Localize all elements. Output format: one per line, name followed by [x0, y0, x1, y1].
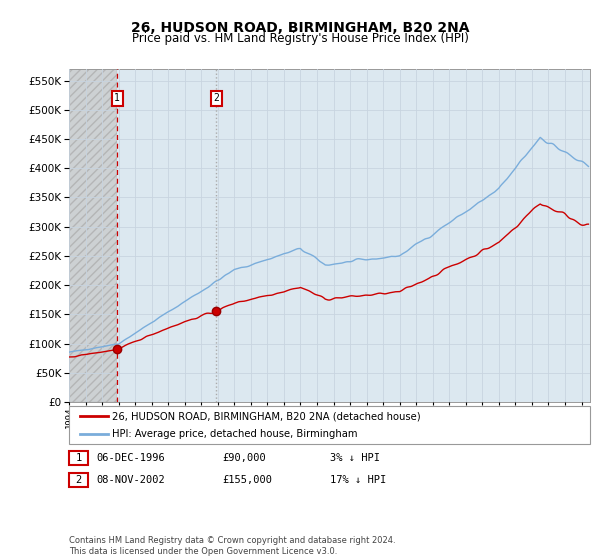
Text: 17% ↓ HPI: 17% ↓ HPI: [330, 475, 386, 485]
Text: 3% ↓ HPI: 3% ↓ HPI: [330, 453, 380, 463]
Bar: [117, 69, 217, 402]
Text: £155,000: £155,000: [222, 475, 272, 485]
Text: 26, HUDSON ROAD, BIRMINGHAM, B20 2NA (detached house): 26, HUDSON ROAD, BIRMINGHAM, B20 2NA (de…: [112, 411, 421, 421]
Text: 08-NOV-2002: 08-NOV-2002: [96, 475, 165, 485]
Text: 06-DEC-1996: 06-DEC-1996: [96, 453, 165, 463]
Text: Contains HM Land Registry data © Crown copyright and database right 2024.
This d: Contains HM Land Registry data © Crown c…: [69, 536, 395, 556]
Text: 1: 1: [115, 93, 120, 103]
Text: 2: 2: [214, 93, 220, 103]
Text: Price paid vs. HM Land Registry's House Price Index (HPI): Price paid vs. HM Land Registry's House …: [131, 32, 469, 45]
Text: £90,000: £90,000: [222, 453, 266, 463]
Text: 2: 2: [76, 475, 82, 485]
Text: 1: 1: [76, 453, 82, 463]
Text: 26, HUDSON ROAD, BIRMINGHAM, B20 2NA: 26, HUDSON ROAD, BIRMINGHAM, B20 2NA: [131, 21, 469, 35]
Text: HPI: Average price, detached house, Birmingham: HPI: Average price, detached house, Birm…: [112, 429, 358, 439]
Bar: [69, 69, 117, 402]
